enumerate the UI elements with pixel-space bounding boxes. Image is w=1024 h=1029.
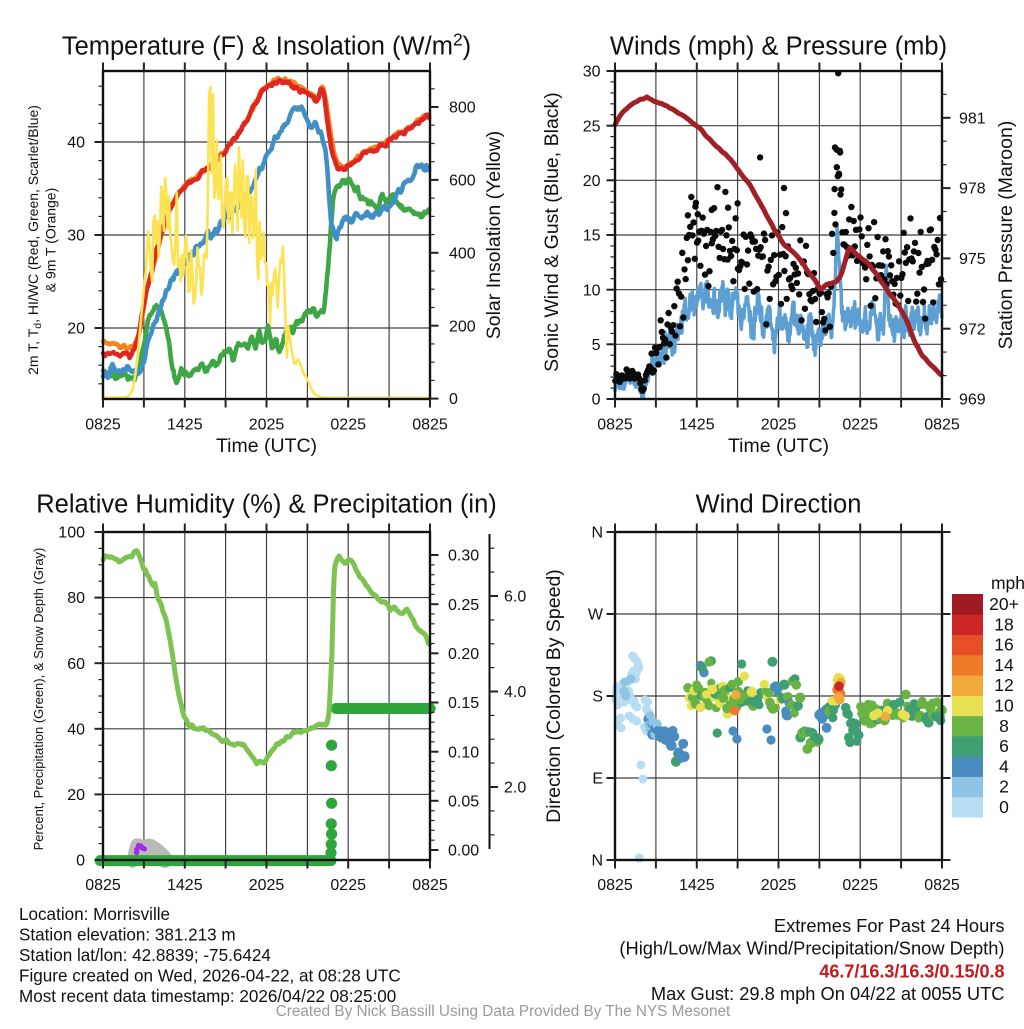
svg-text:2: 2 xyxy=(999,777,1009,797)
svg-text:10: 10 xyxy=(583,282,601,299)
svg-text:14: 14 xyxy=(994,655,1014,675)
svg-text:40: 40 xyxy=(67,135,85,152)
svg-text:Sonic Wind & Gust (Blue, Black: Sonic Wind & Gust (Blue, Black) xyxy=(541,92,563,372)
svg-text:0825: 0825 xyxy=(412,417,448,434)
svg-text:0225: 0225 xyxy=(330,877,366,894)
svg-text:mph: mph xyxy=(991,573,1024,593)
svg-text:981: 981 xyxy=(959,110,986,127)
svg-text:0825: 0825 xyxy=(924,877,960,894)
svg-text:Location: Morrisville: Location: Morrisville xyxy=(19,905,170,924)
svg-text:5: 5 xyxy=(592,337,601,354)
svg-text:2025: 2025 xyxy=(761,877,797,894)
svg-text:100: 100 xyxy=(58,525,85,542)
svg-text:2025: 2025 xyxy=(249,417,285,434)
svg-text:S: S xyxy=(592,689,603,706)
svg-text:Solar Insolation (Yellow): Solar Insolation (Yellow) xyxy=(483,131,505,339)
svg-text:Relative Humidity (%) & Precip: Relative Humidity (%) & Precipitation (i… xyxy=(36,491,497,519)
svg-text:969: 969 xyxy=(959,392,986,409)
svg-text:Created By Nick Bassill Using: Created By Nick Bassill Using Data Provi… xyxy=(276,1003,731,1020)
svg-text:0: 0 xyxy=(999,797,1009,817)
svg-text:80: 80 xyxy=(67,590,85,607)
svg-text:200: 200 xyxy=(449,318,476,335)
svg-text:0225: 0225 xyxy=(330,417,366,434)
svg-text:0: 0 xyxy=(592,392,601,409)
svg-text:40: 40 xyxy=(67,721,85,738)
svg-text:Temperature (F) & Insolation (: Temperature (F) & Insolation (W/m2) xyxy=(62,30,471,61)
svg-text:Extremes For Past 24 Hours: Extremes For Past 24 Hours xyxy=(774,915,1005,936)
svg-text:Station Pressure (Maroon): Station Pressure (Maroon) xyxy=(995,121,1017,350)
svg-text:25: 25 xyxy=(583,118,601,135)
svg-text:400: 400 xyxy=(449,245,476,262)
svg-text:0825: 0825 xyxy=(597,877,633,894)
svg-text:0.05: 0.05 xyxy=(448,793,479,810)
svg-text:Station elevation: 381.213 m: Station elevation: 381.213 m xyxy=(19,926,236,945)
svg-text:N: N xyxy=(591,853,603,870)
svg-text:0.30: 0.30 xyxy=(448,548,479,565)
svg-text:Direction (Colored By Speed): Direction (Colored By Speed) xyxy=(543,569,565,823)
svg-text:18: 18 xyxy=(994,614,1013,634)
svg-text:Most recent data timestamp: 20: Most recent data timestamp: 2026/04/22 0… xyxy=(19,987,396,1006)
svg-text:0.25: 0.25 xyxy=(448,597,479,614)
svg-text:Max Gust: 29.8 mph On 04/22 at: Max Gust: 29.8 mph On 04/22 at 0055 UTC xyxy=(651,983,1005,1004)
svg-text:Time (UTC): Time (UTC) xyxy=(728,435,829,457)
svg-text:12: 12 xyxy=(994,675,1013,695)
svg-text:Wind Direction: Wind Direction xyxy=(696,491,862,519)
svg-text:30: 30 xyxy=(67,228,85,245)
svg-text:0825: 0825 xyxy=(597,417,633,434)
svg-text:800: 800 xyxy=(449,100,476,117)
svg-text:Winds (mph) & Pressure (mb): Winds (mph) & Pressure (mb) xyxy=(610,33,947,61)
svg-text:6.0: 6.0 xyxy=(504,589,526,606)
svg-text:30: 30 xyxy=(583,64,601,81)
svg-text:(High/Low/Max Wind/Precipitati: (High/Low/Max Wind/Precipitation/Snow De… xyxy=(619,938,1004,959)
svg-text:2m T, Td, HI/WC (Red, Green, S: 2m T, Td, HI/WC (Red, Green, Scarlet/Blu… xyxy=(25,105,44,375)
svg-text:978: 978 xyxy=(959,181,986,198)
svg-text:20: 20 xyxy=(67,787,85,804)
svg-text:0.00: 0.00 xyxy=(448,843,479,860)
svg-text:0.20: 0.20 xyxy=(448,646,479,663)
svg-text:20: 20 xyxy=(583,173,601,190)
svg-text:0225: 0225 xyxy=(842,877,878,894)
svg-text:2025: 2025 xyxy=(761,417,797,434)
svg-text:0.15: 0.15 xyxy=(448,695,479,712)
svg-text:0825: 0825 xyxy=(412,877,448,894)
svg-text:0825: 0825 xyxy=(85,417,121,434)
svg-text:600: 600 xyxy=(449,173,476,190)
svg-text:46.7/16.3/16.3/0.15/0.8: 46.7/16.3/16.3/0.15/0.8 xyxy=(819,962,1004,982)
svg-text:1425: 1425 xyxy=(167,417,203,434)
svg-text:8: 8 xyxy=(999,716,1009,736)
svg-text:0.10: 0.10 xyxy=(448,744,479,761)
svg-text:& 9m T (Orange): & 9m T (Orange) xyxy=(43,188,59,293)
svg-text:1425: 1425 xyxy=(679,417,715,434)
svg-text:1425: 1425 xyxy=(679,877,715,894)
svg-text:972: 972 xyxy=(959,321,986,338)
svg-text:0: 0 xyxy=(76,853,85,870)
svg-text:Station lat/lon: 42.8839; -75.: Station lat/lon: 42.8839; -75.6424 xyxy=(19,946,271,965)
svg-text:1425: 1425 xyxy=(167,877,203,894)
svg-text:N: N xyxy=(591,525,603,542)
svg-text:20: 20 xyxy=(67,321,85,338)
svg-text:4.0: 4.0 xyxy=(504,684,526,701)
svg-text:20+: 20+ xyxy=(989,594,1019,614)
svg-text:60: 60 xyxy=(67,656,85,673)
svg-text:Figure created on Wed, 2026-04: Figure created on Wed, 2026-04-22, at 08… xyxy=(19,967,401,986)
svg-text:Time (UTC): Time (UTC) xyxy=(216,435,317,457)
svg-text:975: 975 xyxy=(959,251,986,268)
svg-text:0225: 0225 xyxy=(842,417,878,434)
svg-text:W: W xyxy=(588,607,604,624)
svg-text:15: 15 xyxy=(583,228,601,245)
svg-text:0825: 0825 xyxy=(924,417,960,434)
svg-text:10: 10 xyxy=(994,696,1014,716)
svg-text:Percent, Precipitation (Green): Percent, Precipitation (Green), & Snow D… xyxy=(31,548,46,851)
svg-text:6: 6 xyxy=(999,736,1009,756)
svg-text:16: 16 xyxy=(994,635,1013,655)
svg-text:0: 0 xyxy=(449,391,458,408)
svg-text:2025: 2025 xyxy=(249,877,285,894)
svg-text:2.0: 2.0 xyxy=(504,780,526,797)
svg-text:0825: 0825 xyxy=(85,877,121,894)
svg-text:4: 4 xyxy=(999,756,1009,776)
svg-text:E: E xyxy=(592,771,603,788)
